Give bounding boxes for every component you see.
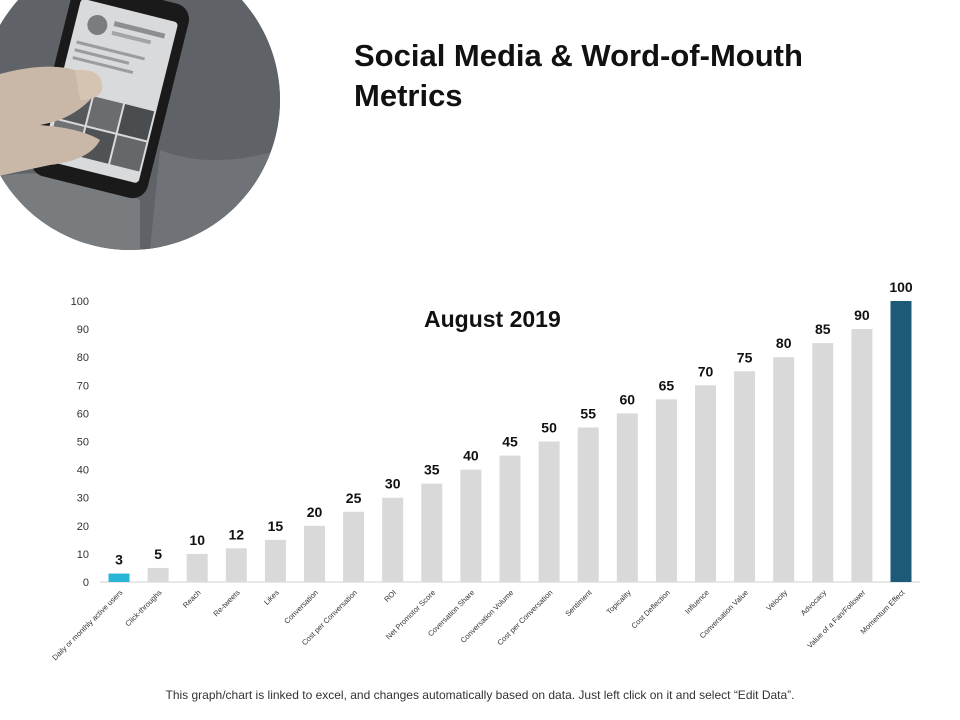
y-tick-label: 60 — [77, 408, 89, 420]
category-label: Influence — [683, 588, 711, 616]
value-label: 5 — [154, 546, 162, 562]
category-label: Topicality — [605, 588, 633, 616]
value-label: 40 — [463, 448, 479, 464]
category-label: Re-tweets — [211, 588, 241, 618]
bar-20 — [890, 301, 912, 582]
bar-19 — [851, 329, 873, 582]
category-label: Advocacy — [799, 588, 829, 618]
hero-photo — [0, 0, 280, 250]
value-label: 75 — [737, 349, 753, 365]
category-label: Daily or monthly active users — [50, 588, 124, 662]
value-label: 85 — [815, 321, 831, 337]
bar-2 — [186, 553, 208, 582]
category-label: Velocity — [764, 588, 789, 613]
y-tick-label: 50 — [77, 437, 89, 449]
bar-7 — [382, 497, 404, 582]
bar-17 — [773, 357, 795, 582]
category-label: Sentiment — [563, 587, 594, 618]
category-label: ROI — [382, 588, 398, 604]
bar-6 — [343, 511, 365, 582]
value-label: 50 — [541, 420, 557, 436]
value-label: 65 — [659, 377, 675, 393]
bar-15 — [695, 385, 716, 582]
y-tick-label: 40 — [77, 465, 89, 477]
y-tick-label: 30 — [77, 493, 89, 505]
bar-9 — [460, 469, 482, 582]
bar-14 — [655, 399, 677, 582]
category-label: Likes — [262, 588, 281, 607]
category-label: Conversation — [282, 588, 320, 626]
value-label: 100 — [889, 279, 913, 295]
category-label: Click-throughs — [123, 588, 163, 628]
bar-11 — [538, 441, 560, 582]
bars-group — [108, 301, 912, 582]
y-tick-label: 0 — [83, 577, 89, 589]
value-label: 10 — [189, 532, 205, 548]
value-label: 20 — [307, 504, 323, 520]
y-tick-label: 90 — [77, 324, 89, 336]
bar-1 — [147, 567, 169, 582]
value-label: 45 — [502, 434, 518, 450]
category-labels-group: Daily or monthly active usersClick-throu… — [50, 587, 907, 662]
bar-5 — [304, 525, 325, 582]
y-tick-label: 10 — [77, 549, 89, 561]
bar-16 — [734, 371, 756, 582]
bar-10 — [499, 455, 521, 582]
value-label: 90 — [854, 307, 870, 323]
footer-note: This graph/chart is linked to excel, and… — [165, 688, 795, 702]
bar-12 — [577, 427, 599, 582]
bar-3 — [225, 548, 247, 582]
y-tick-label: 80 — [77, 352, 89, 364]
value-label: 15 — [268, 518, 284, 534]
value-label: 80 — [776, 335, 792, 351]
category-label: Reach — [181, 588, 203, 610]
bar-4 — [264, 539, 286, 582]
category-label: Cost Deflection — [629, 588, 671, 630]
bar-13 — [616, 413, 638, 582]
value-label: 25 — [346, 490, 362, 506]
bar-0 — [108, 573, 130, 582]
value-label: 12 — [229, 526, 245, 542]
y-tick-label: 70 — [77, 380, 89, 392]
y-axis: 0 10 20 30 40 50 60 70 80 90 100 — [71, 296, 89, 589]
y-tick-label: 100 — [71, 296, 89, 308]
value-label: 3 — [115, 552, 123, 568]
chart-title: August 2019 — [424, 306, 561, 332]
y-tick-label: 20 — [77, 521, 89, 533]
value-label: 55 — [580, 405, 596, 421]
phone-in-hand-illustration — [0, 0, 280, 250]
value-labels-group: 3 510 121520253035404550556065707580859010… — [115, 279, 913, 568]
value-label: 70 — [698, 363, 714, 379]
page-title: Social Media & Word-of-Mouth Metrics — [354, 38, 803, 113]
value-label: 60 — [620, 391, 636, 407]
bar-18 — [812, 343, 834, 582]
value-label: 35 — [424, 462, 440, 478]
bar-8 — [421, 483, 443, 582]
value-label: 30 — [385, 476, 401, 492]
